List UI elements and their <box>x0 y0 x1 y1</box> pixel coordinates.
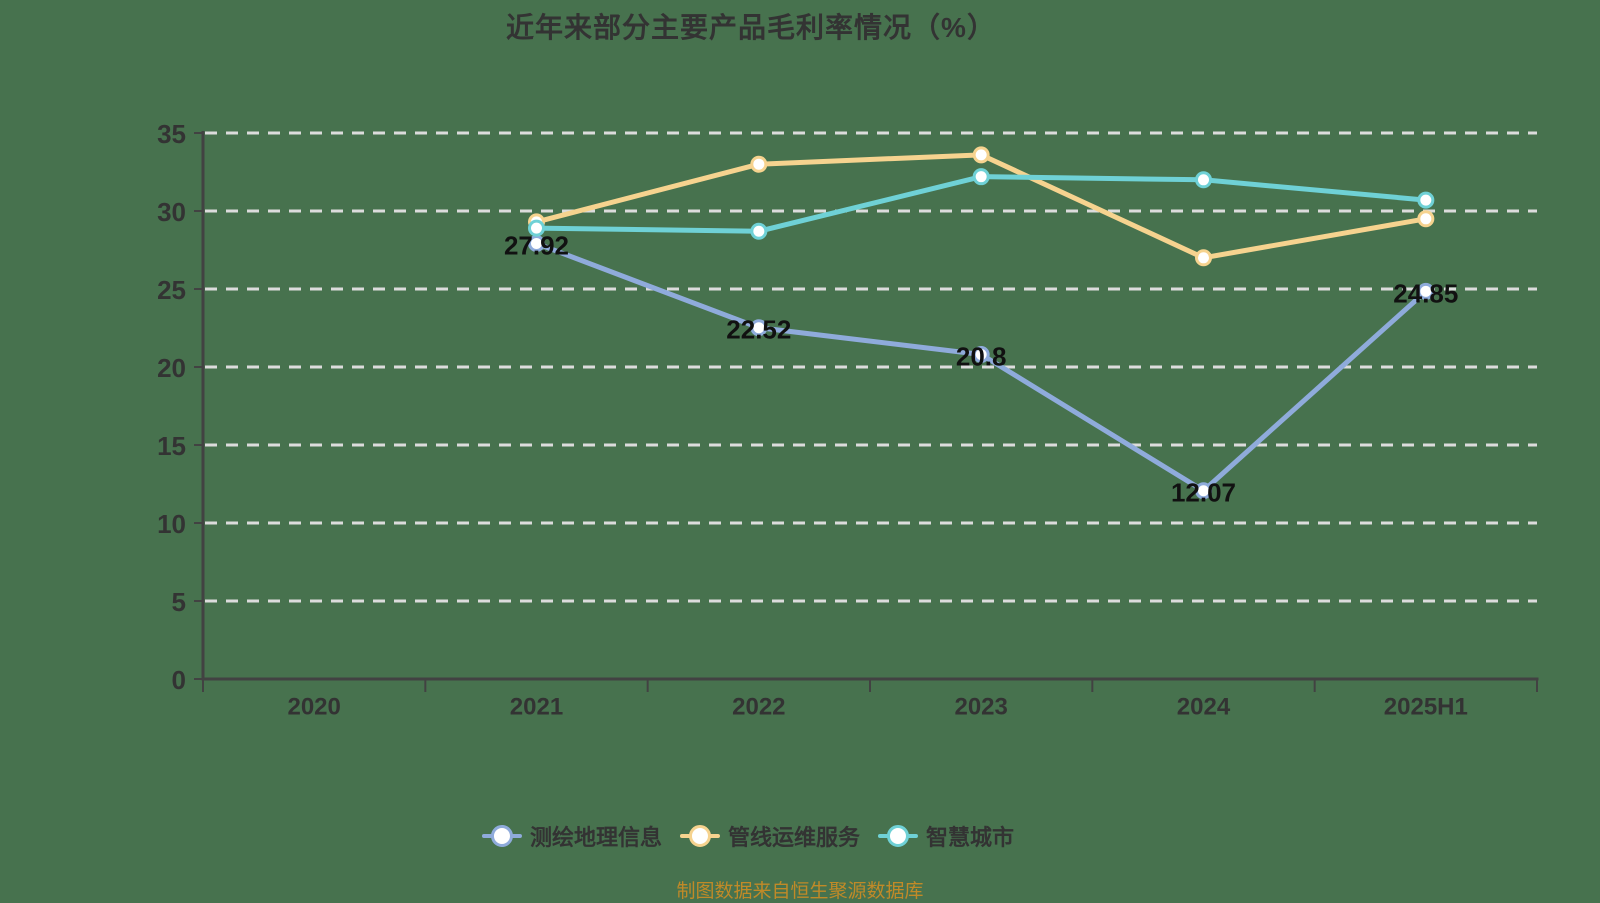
svg-text:15: 15 <box>157 431 186 461</box>
svg-text:35: 35 <box>157 119 186 149</box>
svg-text:0: 0 <box>172 665 186 695</box>
svg-text:5: 5 <box>172 587 186 617</box>
svg-text:12.07: 12.07 <box>1171 478 1236 508</box>
legend-item-series-3[interactable]: 智慧城市 <box>878 820 1014 852</box>
legend-line-circle-icon <box>679 824 720 848</box>
svg-text:2021: 2021 <box>510 694 563 721</box>
svg-text:2023: 2023 <box>954 694 1007 721</box>
legend-item-series-2[interactable]: 管线运维服务 <box>679 820 861 852</box>
chart-title: 近年来部分主要产品毛利率情况（%） <box>506 12 996 43</box>
svg-text:2020: 2020 <box>287 694 340 721</box>
svg-text:27.92: 27.92 <box>504 230 569 260</box>
legend-label-series-3: 智慧城市 <box>926 825 1015 850</box>
svg-text:2022: 2022 <box>732 694 785 721</box>
svg-text:2024: 2024 <box>1177 694 1231 721</box>
svg-text:22.52: 22.52 <box>726 315 791 345</box>
svg-text:20: 20 <box>157 353 186 383</box>
legend-label-series-2: 管线运维服务 <box>727 825 861 850</box>
legend-line-circle-icon <box>878 824 919 848</box>
legend-circle-swatch <box>490 825 513 847</box>
legend-label-series-1: 测绘地理信息 <box>529 825 662 850</box>
legend-item-series-1[interactable]: 测绘地理信息 <box>481 820 662 852</box>
svg-text:20.8: 20.8 <box>956 342 1007 372</box>
line-chart-plot-area: 0 5 10 15 20 25 30 35 2020 2021 2022 2023 2024 2025H1… <box>157 119 1539 721</box>
svg-text:2025H1: 2025H1 <box>1384 694 1468 721</box>
source-note: 制图数据来自恒生聚源数据库 <box>676 881 924 902</box>
svg-text:24.85: 24.85 <box>1393 278 1458 308</box>
legend-line-circle-icon <box>481 824 522 848</box>
svg-text:10: 10 <box>157 509 186 539</box>
svg-text:30: 30 <box>157 197 186 227</box>
legend: 测绘地理信息 管线运维服务 智慧城市 <box>481 820 1014 852</box>
legend-circle-swatch <box>887 825 910 847</box>
svg-text:25: 25 <box>157 275 186 305</box>
legend-circle-swatch <box>688 825 711 847</box>
